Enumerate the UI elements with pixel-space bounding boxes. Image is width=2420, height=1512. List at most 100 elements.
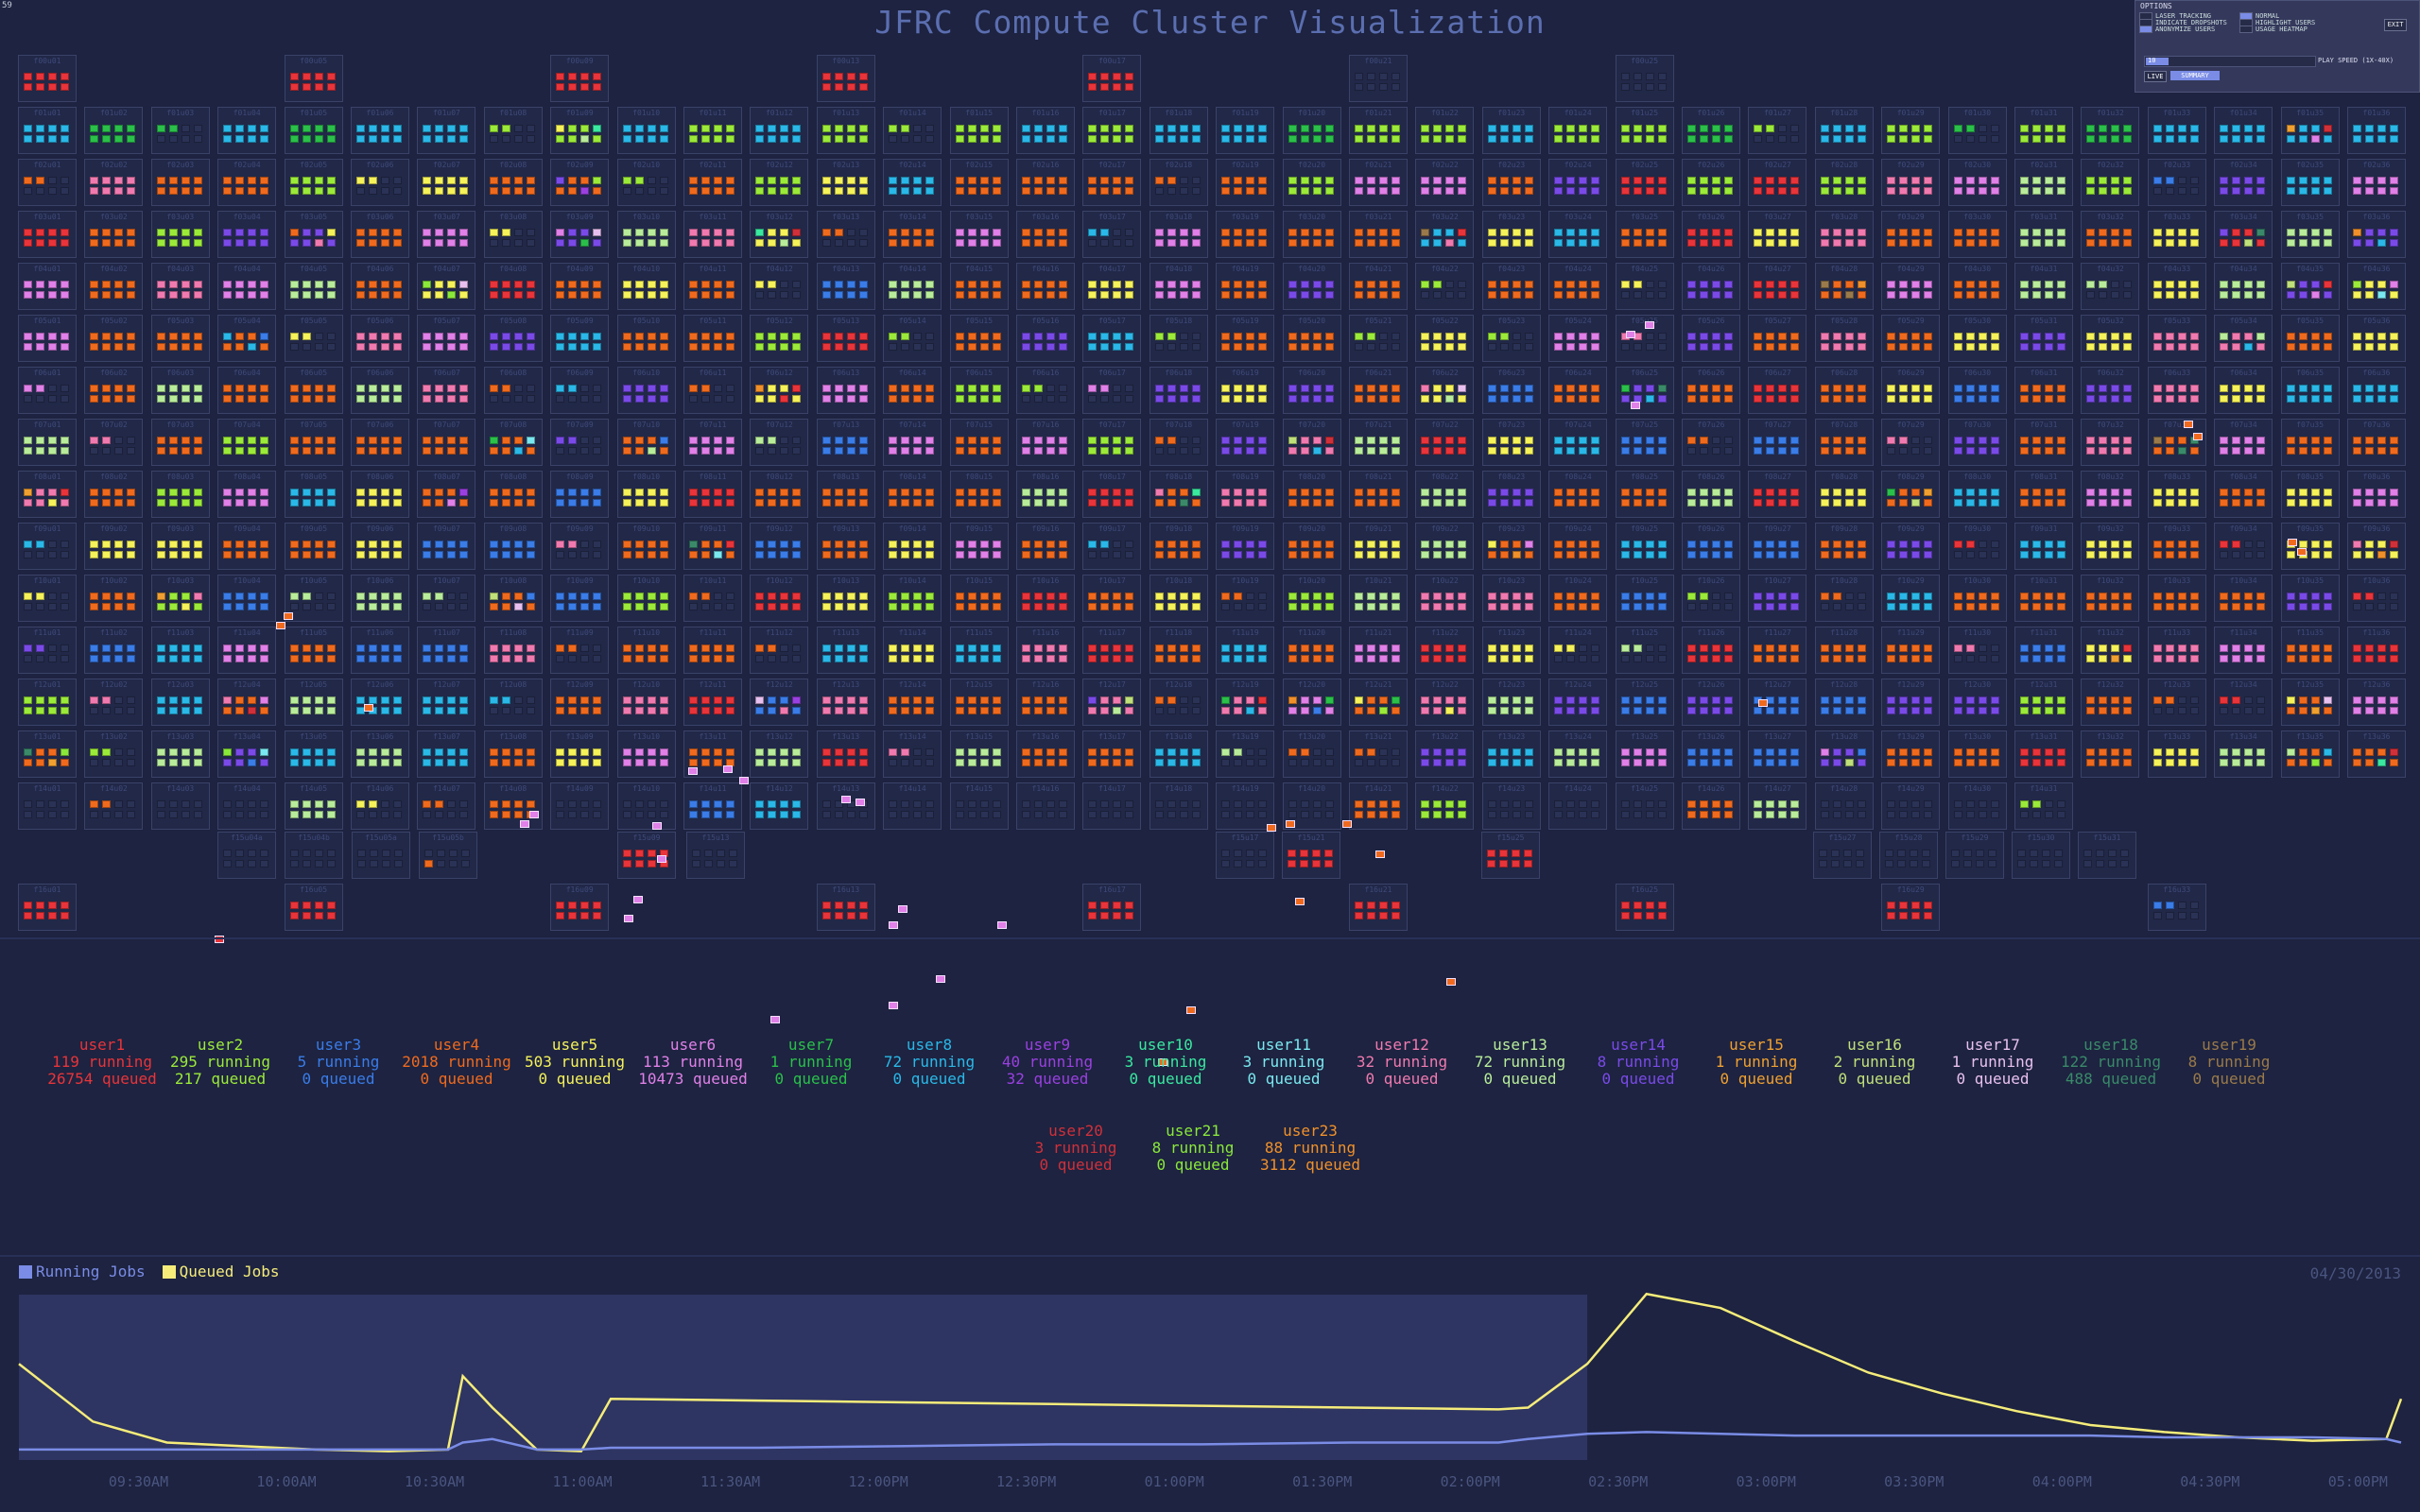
compute-node[interactable]: f07u31 [2014, 419, 2073, 466]
compute-node[interactable]: f01u32 [2081, 107, 2140, 154]
compute-node[interactable]: f03u29 [1881, 211, 1941, 258]
compute-node[interactable]: f05u34 [2214, 315, 2273, 362]
compute-node[interactable]: f02u06 [351, 159, 409, 206]
compute-node[interactable]: f04u24 [1548, 263, 1608, 310]
compute-node[interactable]: f12u08 [483, 679, 543, 726]
compute-node[interactable]: f04u06 [351, 263, 409, 310]
compute-node[interactable]: f04u29 [1881, 263, 1941, 310]
compute-node[interactable]: f03u20 [1282, 211, 1341, 258]
compute-node[interactable]: f01u03 [150, 107, 210, 154]
compute-node[interactable]: f06u11 [683, 367, 742, 414]
compute-node[interactable]: f10u24 [1548, 575, 1608, 622]
compute-node[interactable]: f13u15 [949, 730, 1009, 778]
compute-node[interactable]: f10u21 [1349, 575, 1408, 622]
compute-node[interactable]: f09u15 [949, 523, 1009, 570]
compute-node[interactable]: f08u26 [1682, 471, 1740, 518]
compute-node[interactable]: f07u19 [1216, 419, 1275, 466]
compute-node[interactable]: f03u24 [1548, 211, 1608, 258]
compute-node[interactable]: f08u03 [150, 471, 210, 518]
compute-node[interactable]: f01u04 [217, 107, 277, 154]
compute-node[interactable]: f11u28 [1814, 627, 1874, 674]
compute-node[interactable]: f12u05 [284, 679, 343, 726]
compute-node[interactable]: f05u14 [883, 315, 942, 362]
compute-node[interactable]: f06u06 [351, 367, 409, 414]
compute-node[interactable]: f10u11 [683, 575, 742, 622]
compute-node[interactable]: f08u05 [284, 471, 343, 518]
compute-node[interactable]: f07u20 [1282, 419, 1341, 466]
compute-node[interactable]: f10u03 [150, 575, 210, 622]
compute-node[interactable]: f06u18 [1149, 367, 1208, 414]
compute-node[interactable]: f01u22 [1415, 107, 1475, 154]
compute-node[interactable]: f05u20 [1282, 315, 1341, 362]
compute-node[interactable]: f06u24 [1548, 367, 1608, 414]
compute-node[interactable]: f09u20 [1282, 523, 1341, 570]
compute-node[interactable]: f10u04 [217, 575, 277, 622]
compute-node[interactable]: f11u09 [550, 627, 610, 674]
compute-node[interactable]: f11u18 [1149, 627, 1208, 674]
compute-node[interactable]: f06u08 [483, 367, 543, 414]
compute-node[interactable]: f09u22 [1415, 523, 1475, 570]
compute-node[interactable]: f04u28 [1814, 263, 1874, 310]
compute-node[interactable]: f09u34 [2214, 523, 2273, 570]
compute-node[interactable]: f08u15 [949, 471, 1009, 518]
compute-node[interactable]: f07u24 [1548, 419, 1608, 466]
compute-node[interactable]: f13u22 [1415, 730, 1475, 778]
compute-node[interactable]: f04u10 [616, 263, 676, 310]
compute-node[interactable]: f02u08 [483, 159, 543, 206]
compute-node[interactable]: f13u12 [750, 730, 809, 778]
compute-node[interactable]: f05u28 [1814, 315, 1874, 362]
compute-node[interactable]: f01u12 [750, 107, 809, 154]
compute-node[interactable]: f02u32 [2081, 159, 2140, 206]
compute-node[interactable]: f11u16 [1016, 627, 1075, 674]
compute-node[interactable]: f01u33 [2147, 107, 2206, 154]
compute-node[interactable]: f14u22 [1415, 782, 1475, 830]
compute-node[interactable]: f12u16 [1016, 679, 1075, 726]
compute-node[interactable]: f12u31 [2014, 679, 2073, 726]
compute-node[interactable]: f04u17 [1082, 263, 1142, 310]
compute-node[interactable]: f03u14 [883, 211, 942, 258]
compute-node[interactable]: f10u26 [1682, 575, 1740, 622]
compute-node[interactable]: f13u09 [550, 730, 610, 778]
compute-node[interactable]: f01u28 [1814, 107, 1874, 154]
compute-node[interactable]: f07u07 [417, 419, 476, 466]
compute-node[interactable]: f03u08 [483, 211, 543, 258]
compute-node[interactable]: f02u04 [217, 159, 277, 206]
compute-node[interactable]: f01u01 [18, 107, 77, 154]
compute-node[interactable]: f08u18 [1149, 471, 1208, 518]
compute-node[interactable]: f02u12 [750, 159, 809, 206]
compute-node[interactable]: f08u16 [1016, 471, 1075, 518]
compute-node[interactable]: f08u32 [2081, 471, 2140, 518]
compute-node[interactable]: f09u09 [550, 523, 610, 570]
compute-node[interactable]: f02u14 [883, 159, 942, 206]
compute-node[interactable]: f13u25 [1615, 730, 1674, 778]
compute-node[interactable]: f05u11 [683, 315, 742, 362]
compute-node[interactable]: f01u15 [949, 107, 1009, 154]
compute-node[interactable]: f11u29 [1881, 627, 1941, 674]
compute-node[interactable]: f07u28 [1814, 419, 1874, 466]
compute-node[interactable]: f11u32 [2081, 627, 2140, 674]
compute-node[interactable]: f10u31 [2014, 575, 2073, 622]
compute-node[interactable]: f05u12 [750, 315, 809, 362]
compute-node[interactable]: f11u34 [2214, 627, 2273, 674]
compute-node[interactable]: f13u14 [883, 730, 942, 778]
compute-node[interactable]: f07u32 [2081, 419, 2140, 466]
compute-node[interactable]: f03u36 [2347, 211, 2406, 258]
compute-node[interactable]: f05u22 [1415, 315, 1475, 362]
compute-node[interactable]: f13u33 [2147, 730, 2206, 778]
compute-node[interactable]: f11u33 [2147, 627, 2206, 674]
summary-button[interactable]: SUMMARY [2170, 71, 2220, 80]
compute-node[interactable]: f04u03 [150, 263, 210, 310]
compute-node[interactable]: f11u07 [417, 627, 476, 674]
compute-node[interactable]: f09u35 [2280, 523, 2340, 570]
play-speed-slider[interactable]: 10 [2144, 56, 2316, 67]
compute-node[interactable]: f02u21 [1349, 159, 1408, 206]
compute-node[interactable]: f05u27 [1748, 315, 1807, 362]
compute-node[interactable]: f01u08 [483, 107, 543, 154]
compute-node[interactable]: f02u11 [683, 159, 742, 206]
compute-node[interactable]: f05u15 [949, 315, 1009, 362]
compute-node[interactable]: f06u36 [2347, 367, 2406, 414]
compute-node[interactable]: f13u32 [2081, 730, 2140, 778]
compute-node[interactable]: f07u11 [683, 419, 742, 466]
compute-node[interactable]: f01u29 [1881, 107, 1941, 154]
compute-node[interactable]: f13u05 [284, 730, 343, 778]
